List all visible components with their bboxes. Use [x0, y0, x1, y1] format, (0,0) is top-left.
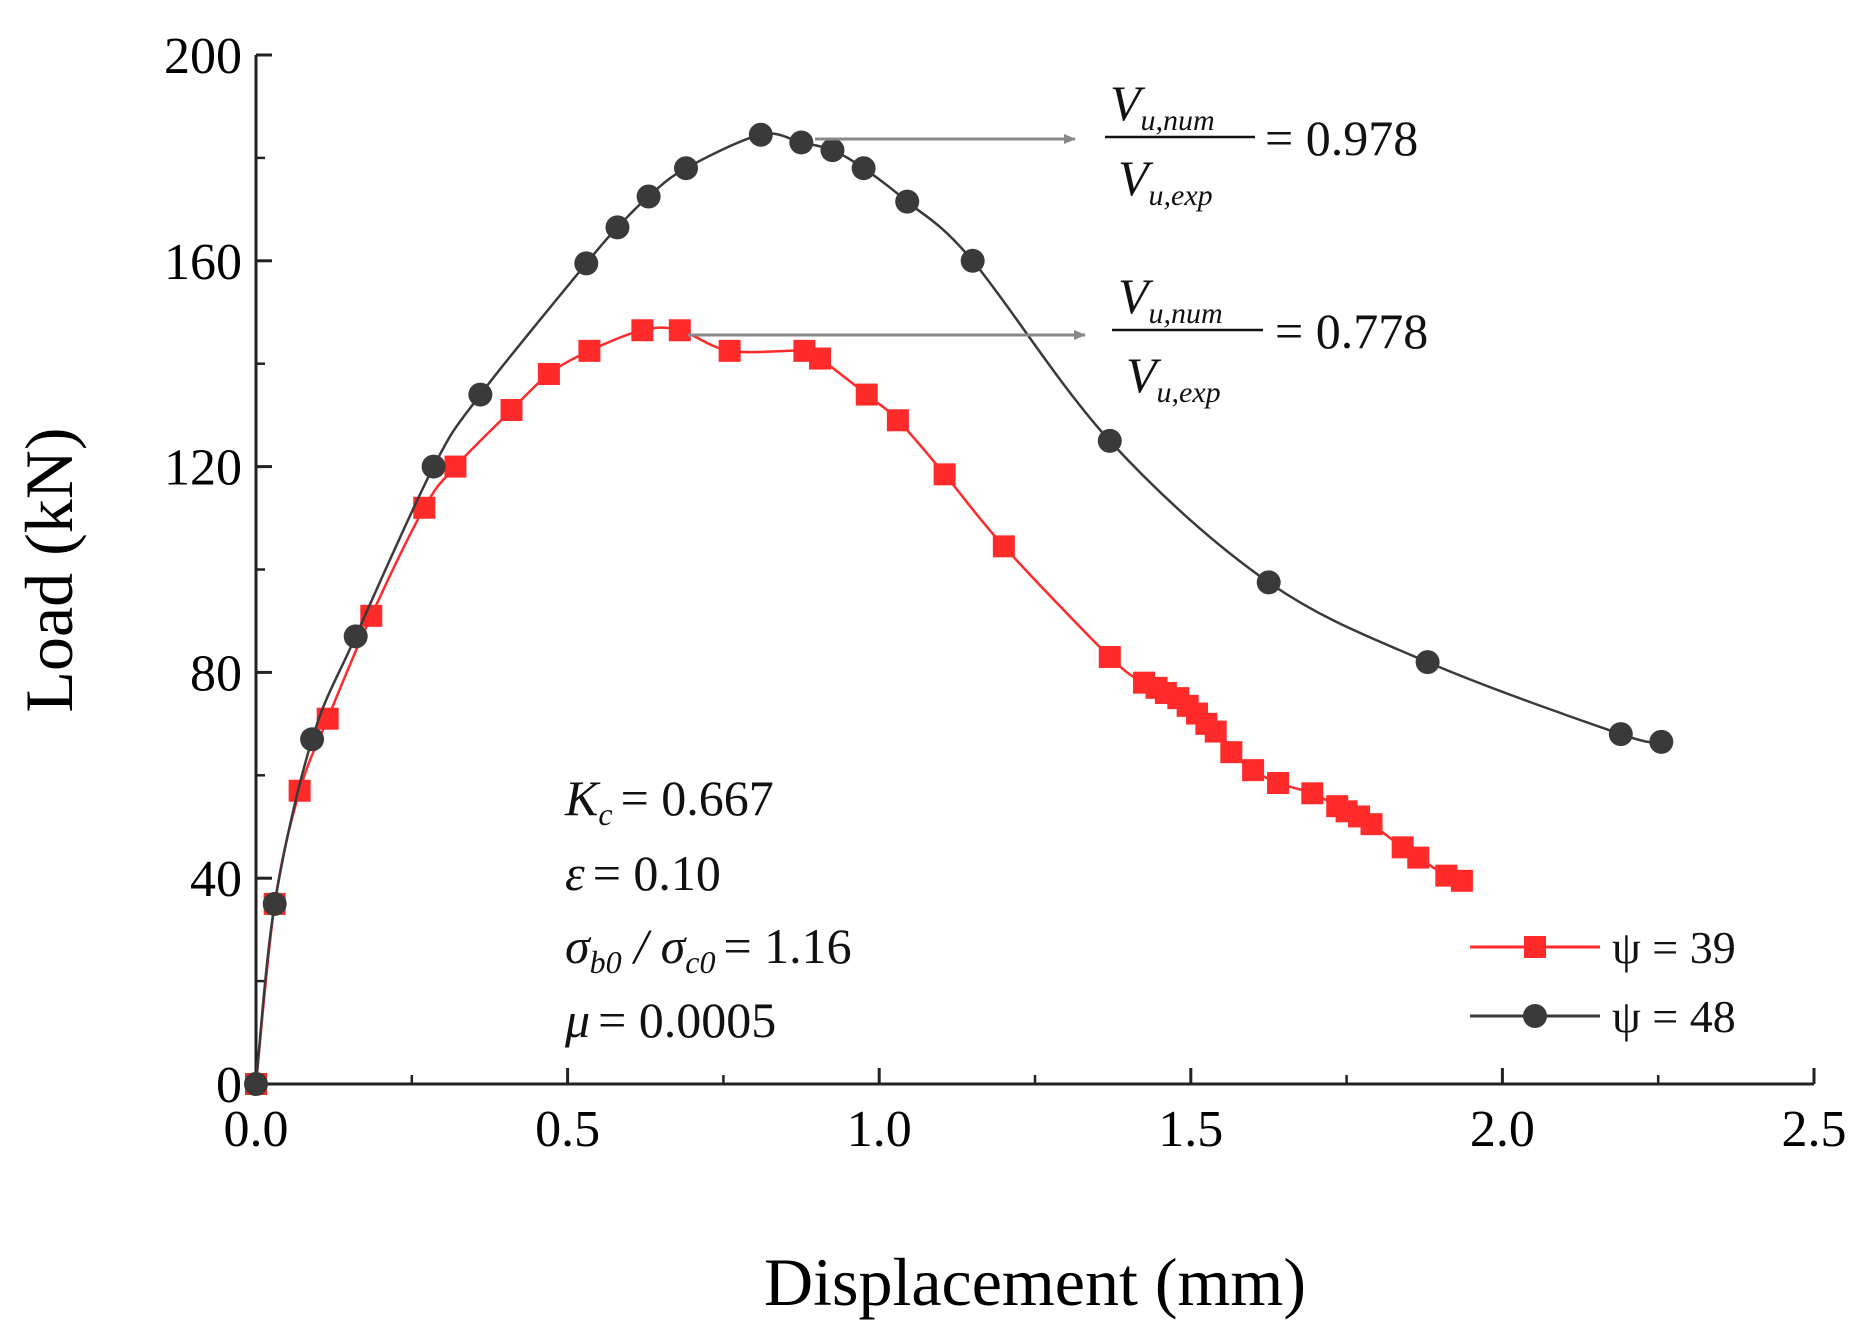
x-tick-label-4: 2.0 — [1470, 1101, 1535, 1158]
y-tick-label-4: 160 — [164, 234, 242, 291]
series-1-point-9 — [674, 156, 699, 181]
series-0-point-8 — [537, 362, 560, 385]
tick-labels: 0.0 0.5 1.0 1.5 2.0 2.5 0 40 80 120 160 200 — [164, 28, 1847, 1158]
series-1-point-17 — [1256, 570, 1281, 595]
series-0-point-30 — [1267, 772, 1290, 795]
series-0-point-18 — [992, 535, 1015, 558]
x-tick-label-3: 1.5 — [1158, 1101, 1223, 1158]
series-1 — [244, 122, 1674, 1096]
series-1-point-15 — [960, 248, 985, 273]
legend-item-psi-48: ψ = 48 — [1470, 991, 1736, 1042]
series-0-point-6 — [444, 455, 467, 478]
series-layer — [244, 122, 1674, 1096]
ratio-39-numerator: V — [1118, 268, 1154, 324]
ticks — [254, 53, 1816, 1086]
series-0-point-17 — [933, 463, 956, 486]
series-0-point-5 — [413, 496, 436, 519]
series-0-point-14 — [808, 347, 831, 370]
series-1-point-11 — [789, 130, 814, 155]
ratio-39-denominator: V — [1126, 347, 1162, 403]
svg-text:Vu,exp: Vu,exp — [1118, 150, 1213, 212]
y-tick-label-1: 40 — [190, 851, 242, 908]
legend-label-48: ψ = 48 — [1612, 991, 1736, 1042]
axes — [254, 55, 1814, 1086]
series-0-point-27 — [1204, 720, 1227, 743]
series-0-point-9 — [578, 339, 601, 362]
series-1-point-20 — [1649, 729, 1674, 754]
series-0-point-28 — [1220, 741, 1243, 764]
y-tick-label-2: 80 — [190, 645, 242, 702]
series-line-1 — [254, 132, 1662, 1085]
series-0-point-12 — [718, 339, 741, 362]
series-0 — [245, 319, 1473, 1095]
x-axis-title: Displacement (mm) — [764, 1244, 1306, 1320]
legend: ψ = 39 ψ = 48 — [1470, 922, 1736, 1042]
param-mu: μ = 0.0005 — [564, 992, 776, 1048]
ratio-39-value: = 0.778 — [1275, 303, 1428, 359]
series-1-point-2 — [300, 727, 325, 752]
series-0-point-11 — [668, 319, 691, 342]
y-tick-label-5: 200 — [164, 28, 242, 85]
series-1-point-10 — [748, 122, 773, 147]
series-0-point-19 — [1098, 645, 1121, 668]
series-line-0 — [254, 326, 1463, 1085]
series-0-point-35 — [1360, 813, 1383, 836]
ratio-annotation-48: Vu,num Vu,exp = 0.978 — [815, 75, 1418, 212]
svg-text:Vu,num: Vu,num — [1118, 268, 1223, 330]
ratio-annotation-39: Vu,num Vu,exp = 0.778 — [688, 268, 1428, 409]
legend-marker-48 — [1523, 1004, 1547, 1028]
param-kc: Kc = 0.667 — [564, 770, 774, 832]
y-axis-title: Load (kN) — [11, 427, 87, 712]
series-1-point-19 — [1608, 722, 1633, 747]
series-0-point-10 — [631, 319, 654, 342]
series-0-point-37 — [1407, 846, 1430, 869]
ratio-48-numerator-sub: u,num — [1141, 104, 1215, 137]
series-0-point-29 — [1242, 759, 1265, 782]
param-epsilon: ε = 0.10 — [565, 845, 721, 901]
y-tick-label-0: 0 — [216, 1057, 242, 1114]
ratio-48-numerator: V — [1110, 75, 1146, 131]
ratio-48-value: = 0.978 — [1265, 110, 1418, 166]
x-tick-label-2: 1.0 — [847, 1101, 912, 1158]
series-1-point-18 — [1415, 650, 1440, 675]
series-1-point-7 — [605, 215, 630, 240]
ratio-48-denominator-sub: u,exp — [1149, 179, 1213, 212]
ratio-39-denominator-sub: u,exp — [1157, 376, 1221, 409]
series-1-point-1 — [262, 891, 287, 916]
series-0-point-16 — [886, 409, 909, 432]
legend-label-39: ψ = 39 — [1612, 922, 1736, 973]
x-tick-label-5: 2.5 — [1782, 1101, 1847, 1158]
x-tick-label-1: 0.5 — [535, 1101, 600, 1158]
x-tick-label-0: 0.0 — [224, 1101, 289, 1158]
series-1-point-14 — [895, 189, 920, 214]
y-tick-label-3: 120 — [164, 440, 242, 497]
series-1-point-16 — [1097, 428, 1122, 453]
legend-marker-39 — [1524, 936, 1546, 958]
legend-item-psi-39: ψ = 39 — [1470, 922, 1736, 973]
svg-text:Vu,num: Vu,num — [1110, 75, 1215, 137]
series-1-point-6 — [574, 251, 599, 276]
series-1-point-4 — [421, 454, 446, 479]
parameter-block: Kc = 0.667 ε = 0.10 σb0 / σc0 = 1.16 μ = 0.0… — [564, 770, 852, 1048]
series-1-point-13 — [851, 156, 876, 181]
series-1-point-0 — [244, 1072, 268, 1096]
series-1-point-12 — [820, 138, 845, 163]
series-0-point-7 — [500, 399, 523, 422]
series-0-point-4 — [360, 604, 383, 627]
series-0-point-15 — [855, 383, 878, 406]
param-sigma-ratio: σb0 / σc0 = 1.16 — [565, 918, 852, 980]
series-1-point-3 — [343, 624, 368, 649]
series-0-point-31 — [1301, 782, 1324, 805]
series-1-point-8 — [636, 184, 661, 209]
ratio-48-denominator: V — [1118, 150, 1154, 206]
svg-text:Vu,exp: Vu,exp — [1126, 347, 1221, 409]
series-0-point-2 — [288, 779, 311, 802]
series-1-point-5 — [468, 382, 493, 407]
series-0-point-39 — [1450, 869, 1473, 892]
ratio-39-numerator-sub: u,num — [1149, 297, 1223, 330]
